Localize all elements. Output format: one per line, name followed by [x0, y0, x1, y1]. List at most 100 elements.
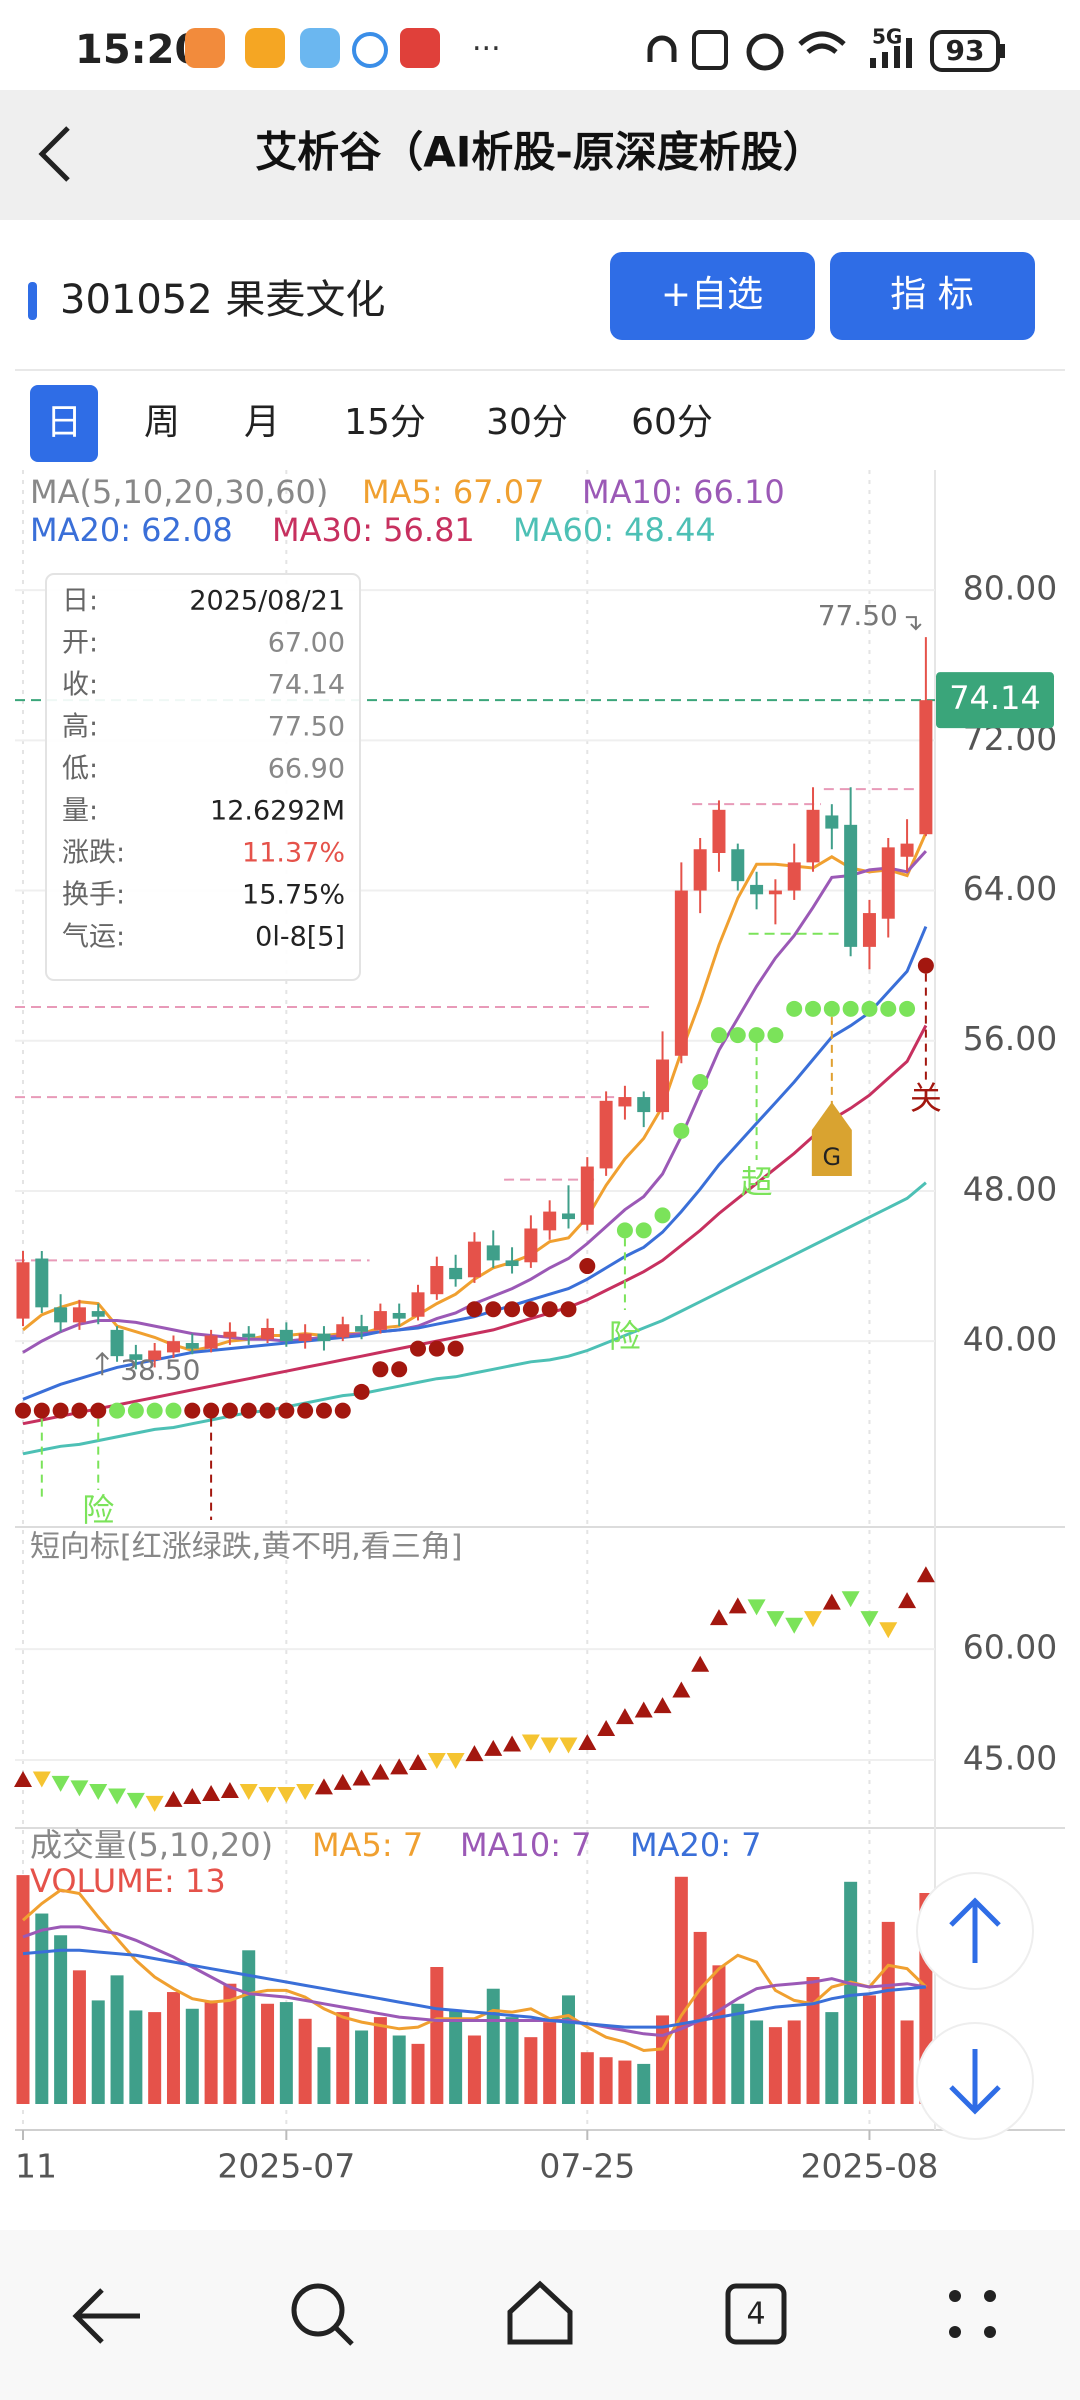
trend-marker — [220, 1782, 239, 1799]
y-tick-label: 60.00 — [963, 1628, 1057, 1667]
legend-entry: MA10: 66.10 — [582, 473, 785, 511]
chart-area: 11 2025-07 07-25 2025-0880.0072.0064.0056.0… — [14, 470, 1065, 2186]
volume-bar — [355, 2030, 369, 2104]
tooltip-label: 收: — [62, 670, 98, 701]
add-watch-button[interactable] — [610, 252, 815, 340]
candle-body — [392, 1312, 406, 1319]
candle-body — [110, 1329, 124, 1357]
tab[interactable]: 15分 — [344, 402, 426, 443]
battery — [930, 30, 1000, 72]
signal-dot — [748, 1027, 765, 1044]
volume-bar — [844, 1881, 858, 2104]
low-label: 38.50 — [120, 1353, 200, 1386]
nav-menu[interactable] — [949, 2290, 996, 2338]
y-tick-label: 48.00 — [963, 1169, 1057, 1208]
candle-body — [185, 1343, 199, 1349]
trend-marker — [672, 1681, 691, 1698]
volume-bar — [91, 2000, 105, 2104]
volume-ma-line — [22, 1925, 927, 2038]
trend-marker — [559, 1737, 578, 1754]
tab[interactable]: 日 — [46, 402, 82, 443]
candle-body — [862, 913, 876, 947]
signal-dot — [560, 1301, 577, 1318]
add-watch-label[interactable]: +自选 — [661, 274, 763, 315]
trend-marker — [653, 1697, 672, 1714]
trend-marker — [615, 1708, 634, 1725]
scroll-arrow — [949, 1897, 1001, 1963]
trend-marker — [427, 1753, 446, 1770]
tooltip-value: 12.6292M — [210, 796, 345, 827]
volume-bar — [54, 1935, 68, 2104]
candle-body — [844, 824, 858, 947]
app-icon — [400, 28, 440, 68]
trend-marker — [521, 1734, 540, 1751]
back-button[interactable] — [38, 126, 70, 182]
candle-body — [787, 862, 801, 891]
trend-marker — [145, 1795, 164, 1812]
signal-dot — [240, 1402, 257, 1419]
tooltip-box — [45, 573, 361, 981]
header-bar — [0, 90, 1080, 220]
volume-bar — [392, 2035, 406, 2104]
candle-body — [750, 884, 764, 895]
volume-bar — [900, 2020, 914, 2104]
candle-body — [166, 1341, 180, 1353]
signal-dot — [466, 1301, 483, 1318]
candle-body — [806, 809, 820, 863]
candle-body — [768, 890, 782, 895]
signal-dot — [805, 1000, 822, 1017]
trend-marker — [239, 1784, 258, 1801]
nav-search[interactable] — [291, 2283, 345, 2337]
signal-dot — [899, 1000, 916, 1017]
trend-marker — [51, 1775, 70, 1792]
volume-bar — [467, 2035, 481, 2104]
tab[interactable]: 30分 — [486, 402, 568, 443]
nav-home[interactable] — [507, 2280, 573, 2345]
tooltip-label: 高: — [62, 712, 98, 743]
tooltip-label: 气运: — [62, 922, 125, 953]
trend-marker — [766, 1611, 785, 1628]
signal-dot — [278, 1402, 295, 1419]
candle-body — [543, 1211, 557, 1231]
volume-bar — [242, 1950, 256, 2104]
trend-marker — [164, 1790, 183, 1807]
trend-marker — [183, 1787, 202, 1804]
candle-body — [242, 1333, 256, 1338]
tab[interactable]: 周 — [144, 402, 180, 443]
candle-body — [674, 890, 688, 1056]
trend-marker — [446, 1753, 465, 1770]
signal-dot — [33, 1402, 50, 1419]
candle-body — [618, 1097, 632, 1107]
volume-bar — [543, 2022, 557, 2104]
signal-dot — [673, 1122, 690, 1139]
signal-dot — [353, 1383, 370, 1400]
tooltip-value: 67.00 — [268, 628, 345, 659]
trend-marker — [785, 1617, 804, 1634]
legend-entry: MA30: 56.81 — [272, 511, 475, 549]
signal-dot — [579, 1258, 596, 1275]
nav-back[interactable] — [72, 2288, 140, 2344]
signal-dot — [259, 1402, 276, 1419]
volume-bar — [731, 2003, 745, 2104]
nav-tabs[interactable] — [725, 2283, 787, 2345]
volume-bar — [618, 2060, 632, 2104]
legend-title: MA(5,10,20,30,60) — [30, 473, 328, 511]
indicator-label[interactable]: 指 标 — [890, 274, 973, 315]
candle-body — [129, 1354, 143, 1360]
candle-body — [355, 1326, 369, 1332]
candle-body — [599, 1100, 613, 1169]
trend-marker — [879, 1622, 898, 1639]
tooltip-value: 15.75% — [242, 880, 345, 911]
candle-body — [298, 1333, 312, 1342]
indicator-button[interactable] — [830, 252, 1035, 340]
y-tick-label: 56.00 — [963, 1019, 1057, 1058]
tab[interactable]: 60分 — [631, 402, 713, 443]
signal-dot — [522, 1301, 539, 1318]
candle-body — [524, 1228, 538, 1263]
signal-dot — [428, 1340, 445, 1357]
nfc-icon — [692, 30, 728, 70]
tab[interactable]: 月 — [244, 402, 280, 443]
volume-bar — [862, 1995, 876, 2104]
trend-marker — [465, 1745, 484, 1762]
trend-marker — [578, 1734, 597, 1751]
